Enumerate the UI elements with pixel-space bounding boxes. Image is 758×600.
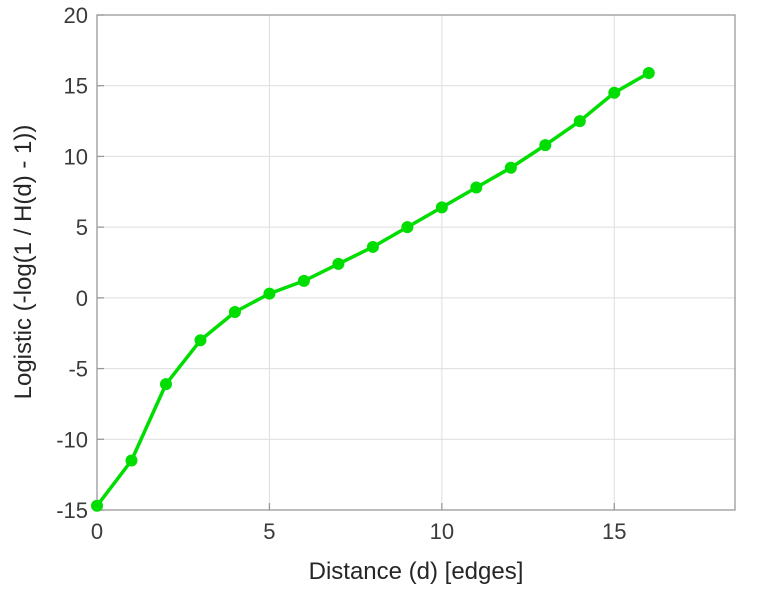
y-tick-label: -15 bbox=[56, 498, 88, 523]
data-point bbox=[194, 334, 207, 347]
data-point bbox=[573, 115, 586, 128]
y-tick-label: 0 bbox=[76, 286, 88, 311]
axes-box bbox=[96, 14, 736, 511]
x-tick-label: 10 bbox=[430, 519, 454, 544]
x-tick-label: 15 bbox=[602, 519, 626, 544]
y-tick-label: 5 bbox=[76, 215, 88, 240]
data-point bbox=[642, 66, 655, 79]
data-point bbox=[539, 139, 552, 152]
y-tick-label: 15 bbox=[64, 74, 88, 99]
data-point bbox=[332, 257, 345, 270]
y-tick-label: -10 bbox=[56, 427, 88, 452]
y-tick-label: 20 bbox=[64, 3, 88, 28]
x-tick-label: 0 bbox=[91, 519, 103, 544]
data-point bbox=[125, 454, 138, 467]
data-point bbox=[91, 499, 103, 512]
data-point bbox=[504, 161, 517, 174]
y-tick-label: -5 bbox=[68, 357, 88, 382]
data-point bbox=[435, 201, 448, 214]
data-point bbox=[401, 221, 414, 234]
x-axis-label: Distance (d) [edges] bbox=[308, 558, 524, 585]
data-point bbox=[470, 181, 483, 194]
y-axis-label: Logistic (-log(1 / H(d) - 1)) bbox=[10, 124, 37, 400]
data-point bbox=[159, 378, 172, 391]
data-point bbox=[263, 287, 276, 300]
data-point bbox=[228, 306, 241, 318]
plot-background bbox=[97, 15, 735, 510]
data-point bbox=[366, 240, 379, 253]
x-tick-label: 5 bbox=[263, 519, 275, 544]
data-point bbox=[297, 274, 310, 287]
data-point bbox=[608, 86, 621, 99]
y-tick-label: 10 bbox=[64, 144, 88, 169]
